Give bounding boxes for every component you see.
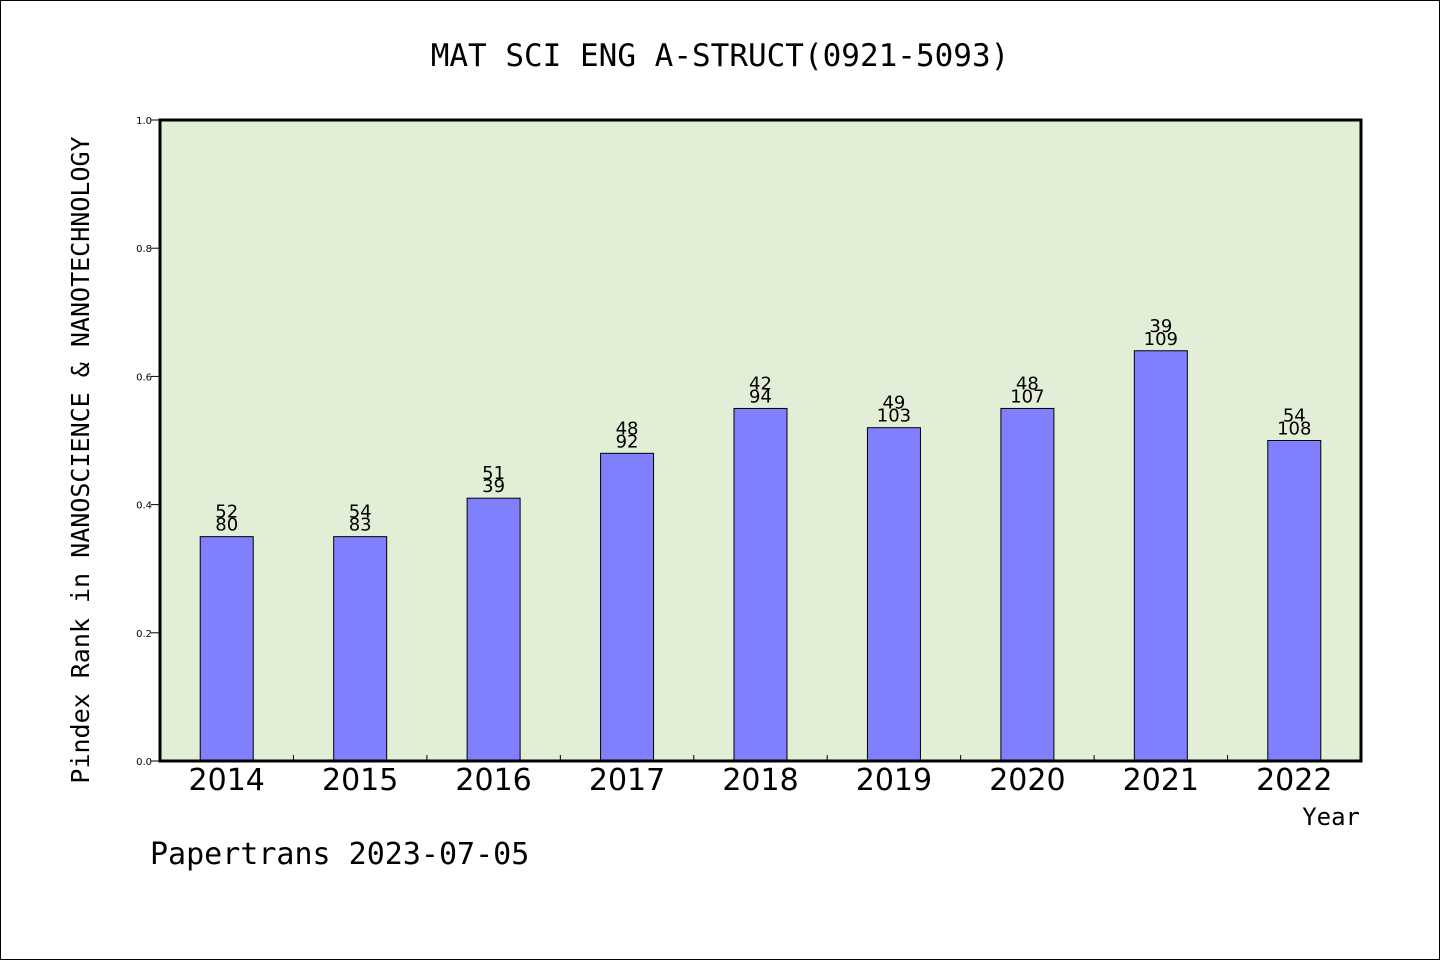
footer-text: Papertrans 2023-07-05 (150, 837, 529, 872)
x-tick-label: 2019 (856, 763, 932, 798)
data-label-bottom: 80 (215, 515, 238, 536)
bar (600, 452, 655, 762)
x-tick-label: 2017 (589, 763, 665, 798)
x-tick-label: 2014 (189, 763, 265, 798)
x-tick-label: 2018 (722, 763, 798, 798)
y-tick-label: 0.2 (136, 629, 152, 640)
data-label-top: 39 (1149, 316, 1172, 337)
data-label-top: 42 (749, 373, 772, 394)
data-label-top: 48 (1016, 373, 1039, 394)
x-axis-title: Year (1302, 803, 1360, 831)
data-label-bottom: 109 (1144, 329, 1178, 350)
bar (333, 536, 388, 762)
data-label-bottom: 94 (749, 386, 772, 407)
bars-group (199, 350, 1322, 762)
data-label-bottom: 103 (877, 406, 911, 427)
y-tick-label: 1.0 (136, 116, 152, 127)
x-tick-label: 2016 (455, 763, 531, 798)
x-axis-ticks: 2014 2015 2016 2017 2018 2019 2020 2021 2022 (189, 755, 1332, 798)
data-label-bottom: 108 (1277, 419, 1311, 440)
bar (866, 427, 921, 762)
bar (1133, 350, 1188, 762)
data-label-top: 49 (882, 393, 905, 414)
x-tick-label: 2021 (1123, 763, 1199, 798)
data-label-top: 51 (482, 463, 505, 484)
bar (466, 497, 521, 762)
bar (733, 407, 788, 762)
bar (1267, 440, 1322, 762)
data-label-top: 54 (1283, 406, 1306, 427)
bar (199, 536, 254, 762)
y-tick-label: 0.0 (136, 757, 152, 768)
y-axis-ticks: 0.0 0.2 0.4 0.6 0.8 1.0 (136, 116, 160, 768)
data-label-bottom: 39 (482, 476, 505, 497)
x-tick-label: 2020 (989, 763, 1065, 798)
data-label-bottom: 107 (1010, 386, 1044, 407)
data-label-bottom: 83 (349, 515, 372, 536)
data-label-top: 52 (215, 502, 238, 523)
x-tick-label: 2015 (322, 763, 398, 798)
data-label-top: 54 (349, 502, 372, 523)
y-tick-label: 0.6 (136, 372, 152, 383)
y-axis-title: Pindex Rank in NANOSCIENCE & NANOTECHNOL… (66, 136, 95, 783)
chart-title: MAT SCI ENG A-STRUCT(0921-5093) (431, 38, 1010, 74)
x-tick-label: 2022 (1256, 763, 1332, 798)
y-tick-label: 0.8 (136, 244, 152, 255)
plot-border (158, 118, 1363, 763)
bar (1000, 407, 1055, 762)
data-label-top: 48 (616, 418, 639, 439)
data-label-bottom: 92 (616, 431, 639, 452)
y-tick-label: 0.4 (136, 501, 152, 512)
